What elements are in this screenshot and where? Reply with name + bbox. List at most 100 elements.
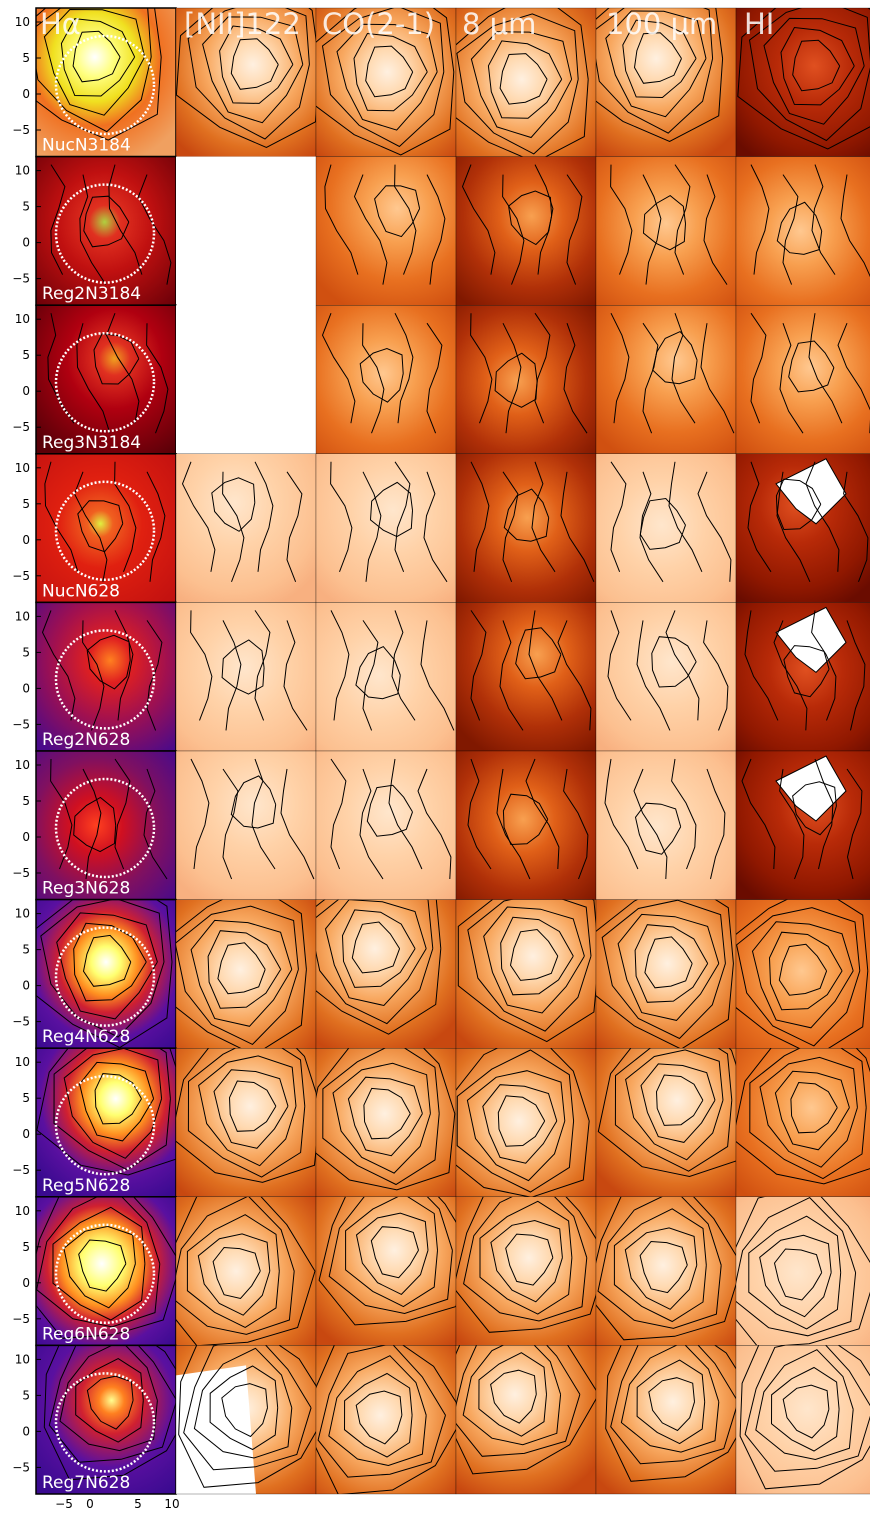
- panel-Reg7N628-hi: [735, 1345, 870, 1495]
- panel-Reg5N628-co: [315, 1048, 457, 1197]
- panel-NucN3184-8um: [455, 7, 597, 157]
- aperture-circle: [54, 1372, 156, 1473]
- x-tick-label: −5: [55, 1497, 73, 1511]
- panel-Reg3N3184-ha: Reg3N3184: [35, 304, 177, 455]
- panel-Reg2N628-8um: [455, 602, 597, 752]
- y-tick-label: 5: [22, 794, 30, 808]
- y-tick-label: 10: [15, 907, 30, 921]
- region-label: NucN3184: [42, 136, 131, 156]
- x-tick-label: 0: [86, 1497, 94, 1511]
- panel-Reg5N628-nii: [175, 1048, 317, 1197]
- column-header-co: CO(2-1): [322, 7, 435, 41]
- aperture-circle: [54, 331, 156, 433]
- panel-Reg7N628-nii: [175, 1345, 317, 1495]
- panel-Reg4N628-100um: [595, 899, 737, 1049]
- region-label: Reg6N628: [42, 1324, 130, 1344]
- y-tick-label: 0: [22, 384, 30, 398]
- y-tick-label: 5: [22, 1388, 30, 1402]
- panel-Reg3N628-ha: Reg3N628: [35, 750, 177, 901]
- panel-NucN628-ha: NucN628: [35, 453, 177, 604]
- y-tick-label: 5: [22, 1240, 30, 1254]
- panel-Reg5N628-100um: [595, 1048, 737, 1197]
- region-label: Reg5N628: [42, 1176, 130, 1196]
- aperture-circle: [54, 1074, 156, 1176]
- aperture-circle: [54, 34, 156, 136]
- y-tick-label: 0: [22, 87, 30, 101]
- panel-NucN628-8um: [455, 453, 597, 603]
- region-label: Reg2N628: [42, 730, 130, 750]
- y-tick-label: 5: [22, 348, 30, 362]
- y-tick-label: −5: [12, 123, 30, 137]
- y-tick-label: 5: [22, 497, 30, 511]
- panel-Reg5N628-ha: Reg5N628: [35, 1047, 177, 1198]
- y-tick-label: 0: [22, 533, 30, 547]
- panel-Reg2N3184-hi: [735, 156, 870, 306]
- column-headers: Hα [NII]122 CO(2-1) 8 μm 100 μm HI: [40, 7, 774, 41]
- aperture-circle: [54, 183, 156, 284]
- panel-Reg3N628-8um: [455, 750, 597, 900]
- region-label: NucN628: [42, 581, 120, 601]
- panel-Reg3N3184-100um: [595, 305, 737, 454]
- y-tick-label: 10: [15, 1055, 30, 1069]
- y-tick-label: −5: [12, 1015, 30, 1029]
- y-tick-label: −5: [12, 717, 30, 731]
- panel-Reg2N3184-nii: [176, 156, 316, 306]
- y-axis-ticks: 10 5 0 −5 10 5 0 −5 10 5 0 −5 10 5 0 −5 10 5 0 −5 10 5 0 −5 10 5 0…: [12, 15, 41, 1474]
- panel-Reg7N628-8um: [455, 1345, 597, 1495]
- y-tick-label: −5: [12, 420, 30, 434]
- panel-Reg6N628-nii: [175, 1196, 317, 1346]
- y-tick-label: 10: [15, 461, 30, 475]
- y-tick-label: 5: [22, 200, 30, 214]
- panel-Reg3N628-co: [315, 750, 457, 900]
- region-label: Reg3N628: [42, 879, 130, 899]
- aperture-circle: [54, 926, 156, 1027]
- y-tick-label: 10: [15, 758, 30, 772]
- panel-Reg5N628-hi: [735, 1048, 870, 1197]
- panel-Reg2N628-co: [315, 602, 457, 752]
- panel-Reg7N628-100um: [595, 1345, 737, 1495]
- y-tick-label: −5: [12, 272, 30, 286]
- y-tick-label: 0: [22, 681, 30, 695]
- y-tick-label: 5: [22, 1091, 30, 1105]
- panel-Reg3N3184-hi: [735, 305, 870, 454]
- y-tick-label: 10: [15, 1352, 30, 1366]
- y-tick-label: −5: [12, 569, 30, 583]
- panel-Reg3N628-hi: [735, 750, 870, 900]
- region-label: Reg7N628: [42, 1473, 130, 1493]
- panel-Reg6N628-100um: [595, 1196, 737, 1346]
- panel-Reg2N3184-co: [315, 156, 457, 306]
- panel-Reg7N628-co: [315, 1345, 457, 1495]
- panel-Reg4N628-nii: [175, 899, 317, 1049]
- column-header-100um: 100 μm: [606, 7, 717, 41]
- y-tick-label: −5: [12, 866, 30, 880]
- aperture-circle: [54, 480, 156, 582]
- panel-Reg2N628-nii: [175, 602, 317, 752]
- region-label: Reg2N3184: [42, 284, 141, 304]
- y-tick-label: −5: [12, 1312, 30, 1326]
- column-header-ha: Hα: [40, 7, 81, 41]
- panel-Reg5N628-8um: [455, 1048, 597, 1197]
- y-tick-label: 0: [22, 979, 30, 993]
- column-header-8um: 8 μm: [462, 7, 536, 41]
- y-tick-label: 0: [22, 830, 30, 844]
- panel-NucN628-co: [315, 453, 457, 603]
- panel-Reg6N628-ha: Reg6N628: [35, 1196, 177, 1347]
- y-tick-label: 10: [15, 1204, 30, 1218]
- panel-Reg6N628-hi: [735, 1196, 870, 1346]
- y-tick-label: 0: [22, 1276, 30, 1290]
- aperture-circle: [54, 777, 156, 879]
- column-header-hi: HI: [744, 7, 774, 41]
- y-tick-label: −5: [12, 1460, 30, 1474]
- panel-Reg3N628-100um: [595, 750, 737, 900]
- x-tick-label: 5: [134, 1497, 142, 1511]
- panel-Reg2N3184-8um: [455, 156, 597, 306]
- region-label: Reg4N628: [42, 1027, 130, 1047]
- y-tick-label: −5: [12, 1163, 30, 1177]
- panel-Reg4N628-hi: [735, 899, 870, 1049]
- panel-NucN628-hi: [735, 453, 870, 603]
- aperture-circle: [54, 629, 156, 730]
- aperture-circle: [54, 1223, 156, 1325]
- panel-NucN3184-co: [315, 7, 457, 157]
- panel-Reg4N628-8um: [455, 899, 597, 1049]
